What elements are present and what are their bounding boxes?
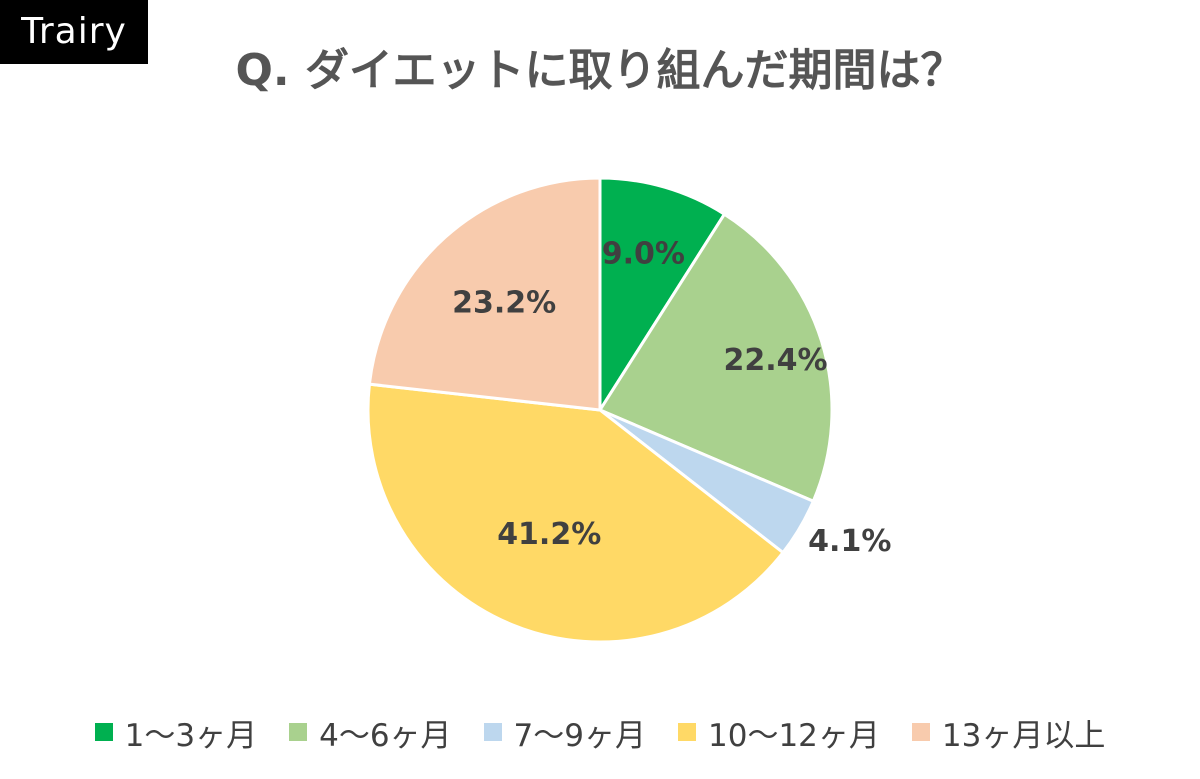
pie-data-label: 9.0% [602, 237, 685, 272]
pie-chart: 9.0% 22.4% 4.1% 41.2% 23.2% [366, 176, 891, 644]
pie-data-label: 23.2% [452, 285, 556, 320]
pie-slices [366, 176, 834, 644]
pie-data-label: 22.4% [724, 343, 828, 378]
pie-slice [366, 382, 786, 644]
legend-item: 1〜3ヶ月 [94, 710, 258, 755]
brand-logo: Trairy [0, 0, 148, 64]
pie-slice [598, 176, 727, 416]
legend-label: 4〜6ヶ月 [319, 717, 452, 754]
pie-slice [367, 176, 602, 412]
pie-data-labels: 9.0% 22.4% 4.1% 41.2% 23.2% [452, 237, 891, 559]
legend-item: 4〜6ヶ月 [289, 710, 452, 755]
legend-label: 10〜12ヶ月 [708, 717, 880, 754]
legend-swatch [911, 723, 930, 741]
legend-swatch [678, 723, 696, 741]
legend-label: 1〜3ヶ月 [124, 717, 258, 754]
legend-item: 7〜9ヶ月 [483, 710, 646, 755]
legend-swatch [289, 723, 308, 741]
pie-slice [597, 212, 834, 504]
pie-data-label: 41.2% [497, 517, 601, 552]
legend-swatch [94, 723, 113, 741]
chart-title: Q. ダイエットに取り組んだ期間は？ [235, 45, 965, 96]
chart-legend: 1〜3ヶ月 4〜6ヶ月 7〜9ヶ月 10〜12ヶ月 13ヶ月以上 [0, 707, 1200, 757]
legend-item: 10〜12ヶ月 [678, 710, 880, 755]
legend-swatch [483, 723, 502, 741]
pie-data-label: 4.1% [808, 524, 891, 559]
legend-label: 13ヶ月以上 [941, 717, 1106, 754]
legend-label: 7〜9ヶ月 [513, 717, 646, 754]
legend-item: 13ヶ月以上 [911, 710, 1106, 755]
